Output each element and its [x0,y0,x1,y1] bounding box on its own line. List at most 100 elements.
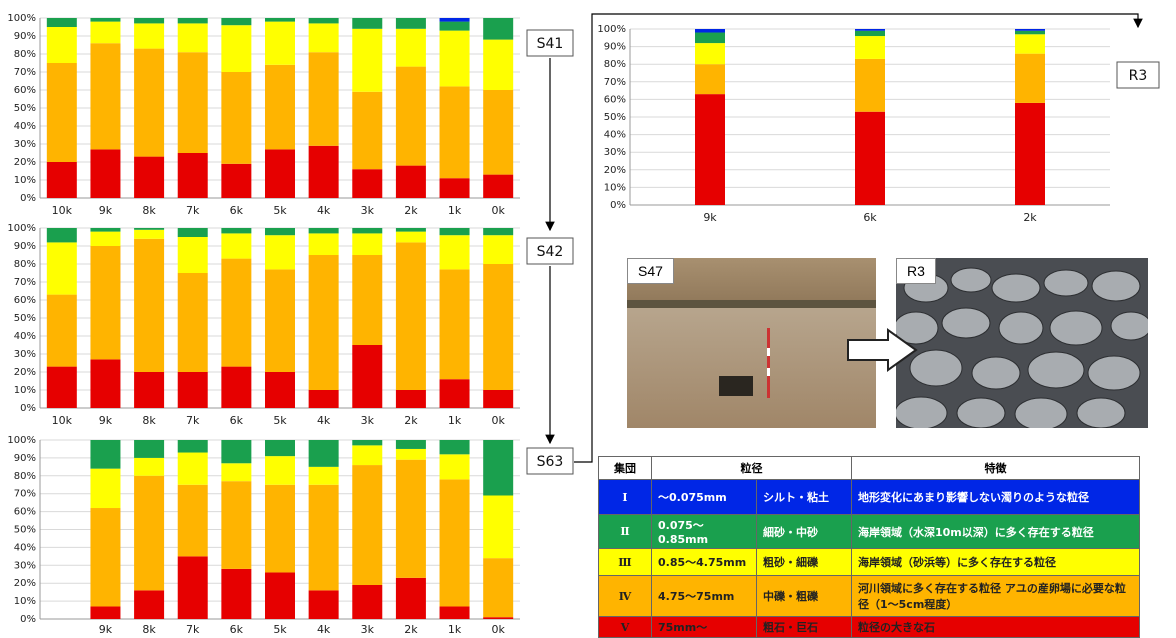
y-tick-label: 30% [14,560,36,571]
bar-segment-III [395,231,426,243]
size-range: ～0.075mm [651,479,757,515]
x-tick-label: 6k [230,204,244,217]
bar-segment-III [1015,34,1045,54]
bar-segment-IV [46,63,77,162]
bar-segment-V [308,590,339,619]
x-tick-label: 6k [230,414,244,427]
bar-segment-III [439,454,470,480]
bar-segment-II [46,228,77,243]
x-tick-label: 0k [491,204,505,217]
y-tick-label: 70% [14,67,36,78]
bar-segment-II [221,228,252,234]
y-tick-label: 50% [14,103,36,114]
bar-segment-V [134,156,165,198]
bar-segment-III [177,452,208,485]
bar-segment-II [352,18,383,29]
bar-segment-IV [352,255,383,345]
bar-segment-V [265,572,295,619]
cobble-photo-r3 [896,258,1148,428]
bar-segment-III [90,468,121,509]
x-tick-label: 5k [273,623,287,636]
bar-segment-III [395,448,426,460]
x-tick-label: 2k [1023,211,1037,224]
bar-segment-II [308,18,339,24]
photo-r3: R3 [896,258,1148,428]
size-name: 中礫・粗礫 [756,575,852,617]
y-tick-label: 80% [14,259,36,270]
x-tick-label: 7k [186,623,200,636]
bar-segment-IV [221,72,252,164]
bar-segment-II [439,21,470,31]
y-tick-label: 80% [14,471,36,482]
y-tick-label: 40% [14,542,36,553]
y-tick-label: 50% [604,112,626,123]
bar-segment-V [46,366,77,408]
bar-segment-II [855,30,885,37]
group-roman: Ⅴ [598,616,652,638]
stacked-bar-chart-s63: 0% 10% 20% 30% 40% 50% 60% 70% 80% 90% 100% 9k 8k 7k 6… [7,435,574,636]
y-tick-label: 100% [7,223,36,234]
bar-segment-IV [439,479,470,607]
bar-segment-IV [352,91,383,170]
feature-desc: 河川領域に多く存在する粒径 アユの産卵場に必要な粒径（1～5cm程度） [851,575,1140,617]
bar-segment-II [134,440,165,458]
x-tick-label: 7k [186,414,200,427]
bar-segment-V [1015,102,1045,205]
bar-segment-IV [90,508,121,607]
bar-segment-V [483,617,514,619]
bar-segment-IV [483,264,514,390]
bar-segment-IV [395,66,426,166]
bar-segment-II [177,228,208,237]
size-range: 75mm～ [651,616,757,638]
bar-segment-III [352,445,383,466]
bar-segment-V [90,359,121,408]
y-tick-label: 80% [14,49,36,60]
bar-segment-II [1015,30,1045,35]
photo-label-right: R3 [896,258,936,284]
bar-segment-II [395,18,426,29]
bar-segment-II [134,18,165,24]
x-tick-label: 5k [273,414,287,427]
bar-segment-V [439,606,470,619]
y-tick-label: 20% [14,367,36,378]
y-tick-label: 30% [604,147,626,158]
bar-segment-III [221,463,252,482]
change-arrow [847,328,918,372]
bar-segment-II [265,18,295,22]
x-tick-label: 0k [491,623,505,636]
x-tick-label: 6k [863,211,877,224]
y-tick-label: 60% [14,85,36,96]
period-label: R3 [1129,68,1148,84]
y-tick-label: 10% [604,182,626,193]
bar-segment-IV [177,484,208,557]
bar-segment-II [483,228,514,236]
x-tick-label: 9k [99,623,113,636]
x-tick-label: 9k [99,414,113,427]
y-tick-label: 40% [604,130,626,141]
bar-segment-III [265,235,295,270]
bar-segment-III [395,28,426,67]
bar-segment-II [308,228,339,234]
bar-segment-V [395,390,426,408]
bar-segment-V [308,390,339,408]
x-tick-label: 1k [448,623,462,636]
y-tick-label: 0% [20,403,36,414]
y-tick-label: 50% [14,525,36,536]
bar-segment-II [395,228,426,232]
bar-segment-III [695,43,725,65]
feature-desc: 粒径の大きな石 [851,616,1140,638]
bar-segment-II [695,32,725,44]
arrow-s63-r3 [574,13,1143,463]
y-tick-label: 60% [14,507,36,518]
bar-segment-IV [90,246,121,360]
y-tick-label: 60% [14,295,36,306]
bar-segment-I [439,18,470,22]
x-tick-label: 5k [273,204,287,217]
bar-segment-IV [265,64,295,150]
photo-s47: S47 [627,258,876,428]
x-tick-label: 0k [491,414,505,427]
y-tick-label: 10% [14,385,36,396]
y-tick-label: 100% [7,13,36,24]
bar-segment-IV [1015,53,1045,103]
bar-segment-IV [177,52,208,154]
